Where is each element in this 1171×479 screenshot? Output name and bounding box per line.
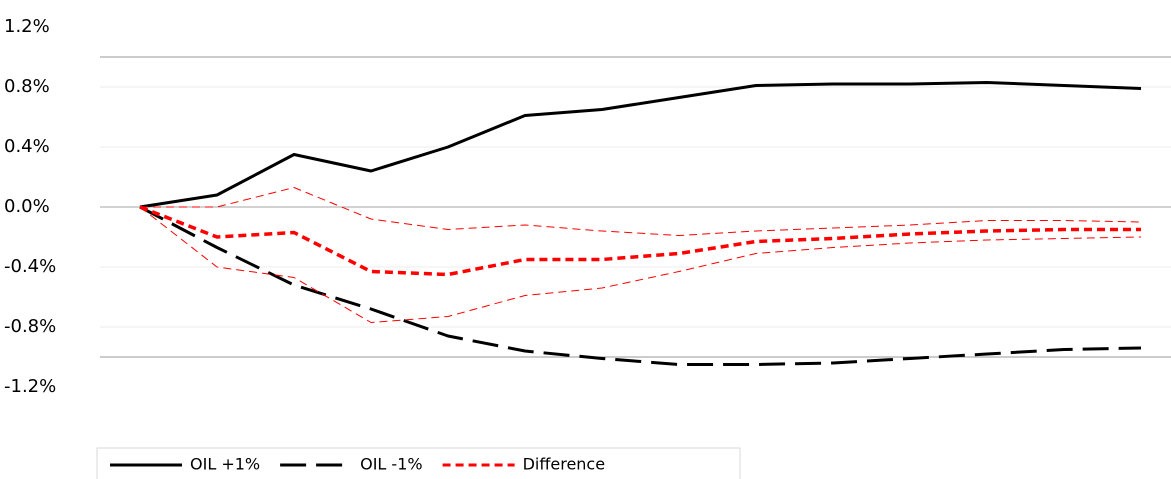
series-line bbox=[140, 187, 1142, 236]
legend-box bbox=[96, 447, 741, 479]
series-line bbox=[139, 205, 1141, 277]
y-tick-label: 0.8% bbox=[4, 76, 50, 97]
series-line bbox=[139, 81, 1142, 209]
series-line bbox=[139, 206, 1142, 323]
legend-label: OIL +1% bbox=[190, 455, 260, 474]
legend-label: Difference bbox=[523, 455, 605, 474]
y-tick-label: -1.2% bbox=[4, 376, 56, 397]
y-tick-label: 0.0% bbox=[4, 196, 50, 217]
y-tick-label: -0.8% bbox=[4, 316, 56, 337]
series-line bbox=[139, 205, 1142, 366]
y-tick-label: 0.4% bbox=[4, 136, 50, 157]
legend-label: OIL -1% bbox=[360, 455, 422, 474]
y-tick-label: 1.2% bbox=[4, 16, 50, 37]
y-tick-label: -0.4% bbox=[4, 256, 56, 277]
